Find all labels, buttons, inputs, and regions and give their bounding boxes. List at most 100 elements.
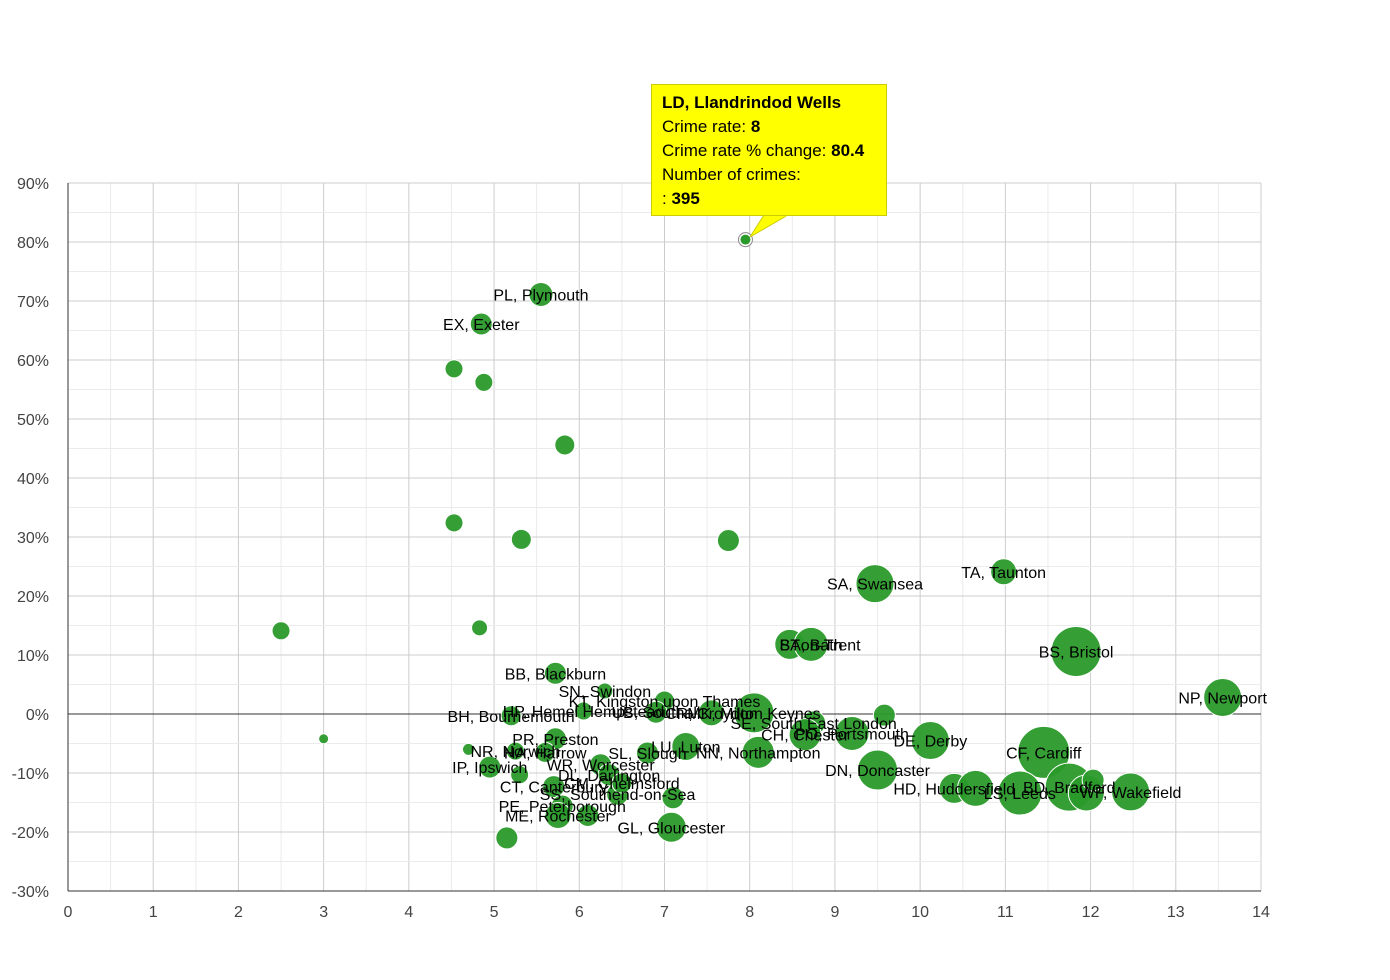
y-tick-label: -30% xyxy=(12,884,49,901)
bubble-label: PO, Portsmouth xyxy=(795,726,909,743)
bubble-label: SS, Southend-on-Sea xyxy=(540,787,696,804)
bubble-label: TA, Taunton xyxy=(961,565,1046,582)
bubble xyxy=(554,434,576,456)
bubble xyxy=(469,312,493,336)
bubble xyxy=(271,621,291,641)
bubble xyxy=(462,742,476,756)
bubble-label: NR, Norwich xyxy=(470,744,560,761)
bubble xyxy=(741,735,775,769)
bubble-label: SN, Swindon xyxy=(559,684,652,701)
bubble xyxy=(478,755,502,779)
bubble-label: LU, Luton xyxy=(651,739,720,756)
bubble-label: WF, Wakefield xyxy=(1080,785,1182,802)
bubble-label: PL, Plymouth xyxy=(493,288,588,305)
x-tick-label: 9 xyxy=(830,904,839,921)
bubble xyxy=(855,564,895,604)
bubble xyxy=(1017,725,1071,779)
x-tick-label: 11 xyxy=(997,904,1014,921)
tooltip-change-value: 80.4 xyxy=(831,141,865,160)
bubble xyxy=(611,772,633,794)
bubble-label: IP, Ipswich xyxy=(452,760,527,777)
bubble xyxy=(510,528,532,550)
bubble-label: DN, Doncaster xyxy=(825,763,931,780)
bubble-label: ME, Rochester xyxy=(505,808,611,825)
bubble xyxy=(542,775,566,799)
bubble xyxy=(495,826,519,850)
tooltip-crimes-value: 395 xyxy=(671,189,700,208)
bubble xyxy=(528,282,554,308)
bubble-label: DE, Derby xyxy=(893,734,967,751)
y-tick-label: 60% xyxy=(17,353,49,370)
tooltip-title: LD, Llandrindod Wells xyxy=(662,93,842,112)
bubble-layer xyxy=(271,232,1243,850)
bubble xyxy=(697,699,725,727)
bubble xyxy=(1203,677,1243,717)
x-tick-label: 5 xyxy=(490,904,499,921)
bubble-label: BS, Bristol xyxy=(1039,644,1114,661)
bubble-label: SL, Slough xyxy=(608,746,686,763)
bubble-label: BH, Bournemouth xyxy=(448,709,575,726)
bubble xyxy=(544,801,572,829)
y-tick-label: 50% xyxy=(17,412,49,429)
bubble-label: PR, Preston xyxy=(512,732,598,749)
axis-layer: 0 1 2 3 4 5 6 7 8 9 10 11 12 13 14-30%-20%-10%0%10%20%… xyxy=(12,176,1270,921)
bubble-label: PE, Peterborough xyxy=(499,799,626,816)
bubble-label: SE, South East London xyxy=(730,716,896,733)
x-tick-label: 14 xyxy=(1252,904,1270,921)
bubble-label: CF, Cardiff xyxy=(1006,745,1082,762)
bubble xyxy=(733,692,775,734)
x-tick-label: 4 xyxy=(404,904,413,921)
bubble xyxy=(1050,625,1102,677)
x-tick-label: 7 xyxy=(660,904,669,921)
bubble xyxy=(318,733,330,745)
bubble-label: DL, Darlington xyxy=(558,768,660,785)
bubble-label: BB, Blackburn xyxy=(505,666,606,683)
bubble-label: KT, Kingston upon Thames xyxy=(569,694,761,711)
bubble-label: HP, Hemel Hempstead xyxy=(503,704,665,721)
bubble xyxy=(596,682,614,700)
x-tick-label: 13 xyxy=(1167,904,1185,921)
bubble xyxy=(655,811,687,843)
bubble xyxy=(1111,772,1151,812)
y-tick-label: -20% xyxy=(12,825,49,842)
x-tick-label: 10 xyxy=(911,904,929,921)
bubble-label: NN, Northampton xyxy=(696,745,821,762)
bubble xyxy=(1081,768,1105,792)
bubble-label: SA, Swansea xyxy=(827,577,923,594)
bubble xyxy=(716,529,740,553)
bubble xyxy=(574,701,594,721)
bubble-label: GL, Gloucester xyxy=(618,820,726,837)
bubble-label: WR, Worcester xyxy=(547,758,656,775)
y-tick-label: 90% xyxy=(17,176,49,193)
bubble xyxy=(444,359,464,379)
bubble xyxy=(474,372,494,392)
y-tick-label: 20% xyxy=(17,589,49,606)
x-tick-label: 1 xyxy=(149,904,158,921)
tooltip-tail xyxy=(749,215,789,238)
tooltip-crime-rate-label: Crime rate: xyxy=(662,117,747,136)
y-tick-label: -10% xyxy=(12,766,49,783)
bubble-label: CM, Chelmsford xyxy=(564,776,680,793)
y-tick-label: 30% xyxy=(17,530,49,547)
bubble xyxy=(500,705,522,727)
bubble-label: BA, Bath xyxy=(779,637,842,654)
tooltip-change-label: Crime rate % change: xyxy=(662,141,827,160)
label-layer: PL, Plymouth EX, Exeter SA, Swansea TA, Tau… xyxy=(443,288,1267,838)
x-tick-label: 2 xyxy=(234,904,243,921)
bubble xyxy=(534,741,556,763)
bubble-label: EX, Exeter xyxy=(443,317,520,334)
bubble-label: ST xyxy=(780,637,801,654)
y-tick-label: 0% xyxy=(26,707,49,724)
bubble xyxy=(635,741,659,765)
bubble xyxy=(671,731,701,761)
y-tick-label: 70% xyxy=(17,294,49,311)
bubble xyxy=(990,558,1018,586)
bubble xyxy=(661,786,685,810)
bubble xyxy=(957,769,995,807)
bubble xyxy=(644,700,668,724)
bubble-label: NP, Newport xyxy=(1178,690,1267,707)
bubble-label: HA, Harrow xyxy=(504,745,587,762)
tooltip: LD, Llandrindod Wells Crime rate: 8 Crim… xyxy=(651,84,887,216)
